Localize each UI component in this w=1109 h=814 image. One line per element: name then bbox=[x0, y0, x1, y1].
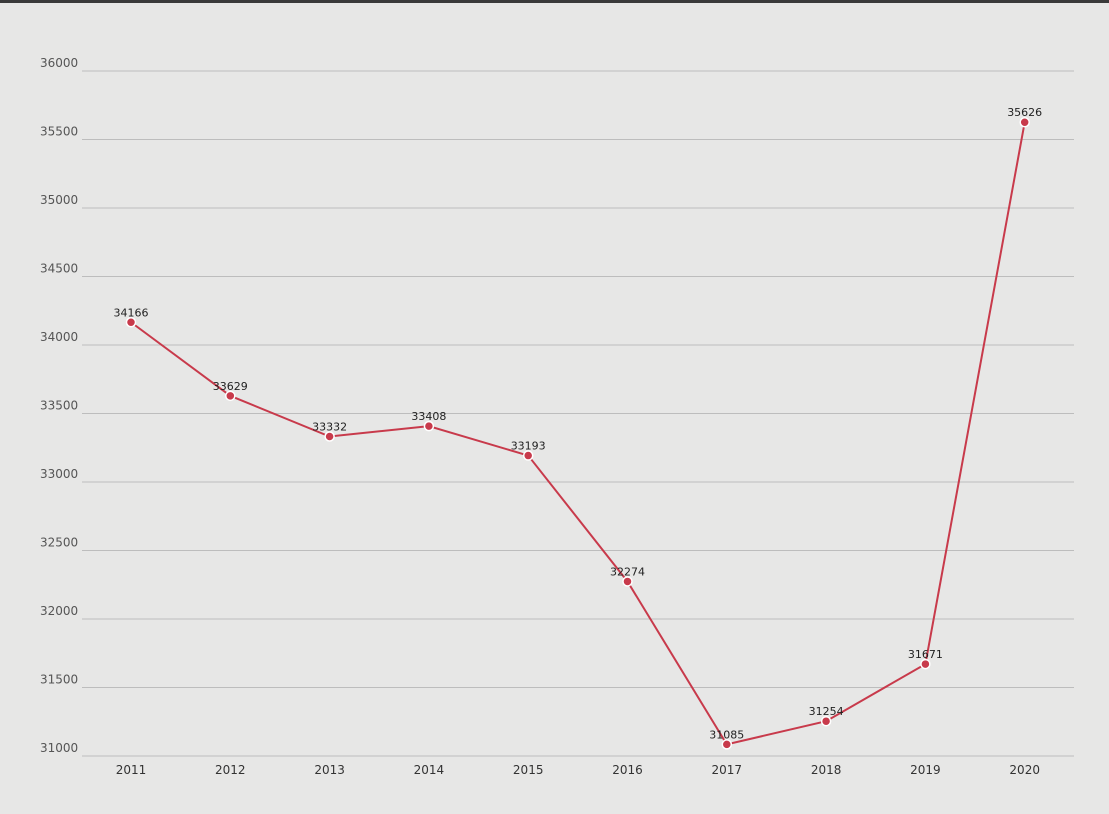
y-tick-label: 34500 bbox=[40, 262, 78, 276]
x-tick-label: 2018 bbox=[811, 763, 842, 777]
y-tick-label: 31500 bbox=[40, 673, 78, 687]
top-border bbox=[0, 0, 1109, 3]
x-tick-label: 2012 bbox=[215, 763, 246, 777]
data-label: 31671 bbox=[908, 648, 943, 661]
y-tick-label: 32000 bbox=[40, 604, 78, 618]
y-tick-label: 34000 bbox=[40, 330, 78, 344]
x-axis-ticks: 2011 2012 2013 2014 2015 2016 2017 2018 2019 2020 bbox=[116, 763, 1040, 777]
x-tick-label: 2017 bbox=[712, 763, 743, 777]
y-tick-label: 32500 bbox=[40, 536, 78, 550]
data-labels: 34166 33629 33332 33408 33193 32274 31085 31254… bbox=[114, 106, 1043, 741]
data-label: 31254 bbox=[809, 705, 844, 718]
data-points bbox=[125, 116, 1030, 750]
y-tick-label: 33500 bbox=[40, 399, 78, 413]
y-tick-label: 33000 bbox=[40, 467, 78, 481]
y-tick-label: 31000 bbox=[40, 741, 78, 755]
data-label: 33408 bbox=[411, 410, 446, 423]
x-tick-label: 2019 bbox=[910, 763, 941, 777]
x-tick-label: 2013 bbox=[314, 763, 345, 777]
x-tick-label: 2014 bbox=[414, 763, 445, 777]
data-point[interactable] bbox=[622, 576, 633, 587]
data-point[interactable] bbox=[324, 431, 335, 442]
x-tick-label: 2011 bbox=[116, 763, 147, 777]
data-label: 34166 bbox=[114, 306, 149, 319]
data-point[interactable] bbox=[225, 390, 236, 402]
data-point[interactable] bbox=[423, 420, 435, 432]
data-point[interactable] bbox=[820, 715, 832, 727]
data-label: 33193 bbox=[511, 440, 546, 453]
data-label: 32274 bbox=[610, 565, 645, 578]
y-tick-label: 35000 bbox=[40, 193, 78, 207]
series-line bbox=[130, 122, 1026, 746]
data-point[interactable] bbox=[1019, 116, 1030, 128]
grid-lines bbox=[82, 70, 1074, 757]
data-label: 33629 bbox=[213, 380, 248, 393]
y-axis-ticks: 31000 31500 32000 32500 33000 33500 34000 34500… bbox=[40, 56, 78, 755]
x-tick-label: 2015 bbox=[513, 763, 544, 777]
x-tick-label: 2020 bbox=[1009, 763, 1040, 777]
y-tick-label: 35500 bbox=[40, 125, 78, 139]
data-point[interactable] bbox=[522, 450, 534, 461]
data-point[interactable] bbox=[920, 658, 931, 670]
y-tick-label: 36000 bbox=[40, 56, 78, 70]
data-point[interactable] bbox=[721, 739, 733, 750]
data-label: 31085 bbox=[709, 728, 744, 741]
series-line-group bbox=[130, 122, 1026, 746]
data-label: 35626 bbox=[1007, 106, 1042, 119]
x-tick-label: 2016 bbox=[612, 763, 643, 777]
data-label: 33332 bbox=[312, 421, 347, 434]
data-point[interactable] bbox=[125, 317, 137, 328]
